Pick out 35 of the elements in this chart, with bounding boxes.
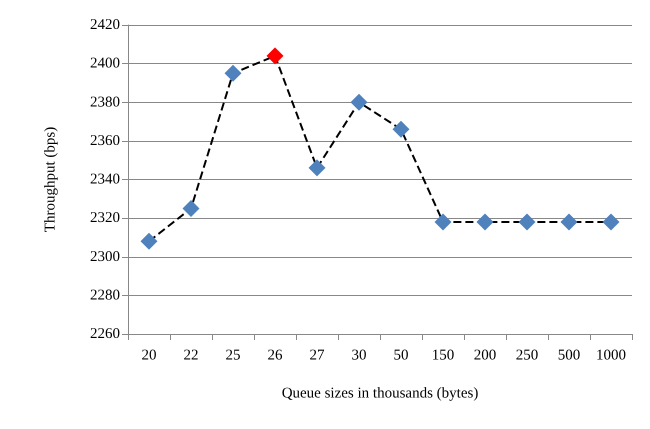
y-tick-label: 2420: [90, 17, 120, 33]
point: [140, 232, 158, 250]
point: [602, 213, 620, 230]
y-axis-title: Throughput (bps): [42, 126, 58, 232]
x-tick-label: 25: [226, 348, 240, 364]
point: [182, 200, 200, 217]
y-tick-label: 2300: [90, 248, 120, 265]
y-tick-label: 2260: [90, 326, 120, 342]
x-tick-label: 30: [352, 348, 366, 364]
point: [308, 159, 326, 176]
y-tick-label: 2360: [90, 132, 120, 149]
x-tick-label: 50: [394, 348, 408, 364]
x-axis-title: Queue sizes in thousands (bytes): [282, 386, 478, 402]
point: [392, 120, 410, 138]
x-tick-label: 150: [432, 348, 454, 364]
x-tick-label: 22: [184, 348, 198, 364]
point: [224, 64, 242, 82]
x-tick-label: 200: [474, 348, 496, 364]
x-tick-label: 1000: [596, 348, 626, 364]
x-tick-label: 20: [142, 348, 156, 364]
x-tick-label: 26: [268, 348, 283, 364]
x-tick-label: 250: [516, 348, 538, 364]
point: [518, 213, 536, 230]
y-tick-label: 2380: [90, 94, 120, 110]
x-tick-label: 500: [558, 348, 580, 364]
point: [560, 213, 578, 230]
point: [434, 213, 452, 230]
point: [350, 94, 368, 111]
y-tick-label: 2320: [90, 210, 120, 226]
x-tick-label: 27: [310, 348, 325, 364]
y-tick-label: 2280: [90, 287, 120, 304]
point: [476, 213, 494, 230]
y-tick-label: 2400: [90, 56, 120, 72]
y-tick-label: 2340: [90, 172, 120, 188]
point: [266, 47, 284, 64]
